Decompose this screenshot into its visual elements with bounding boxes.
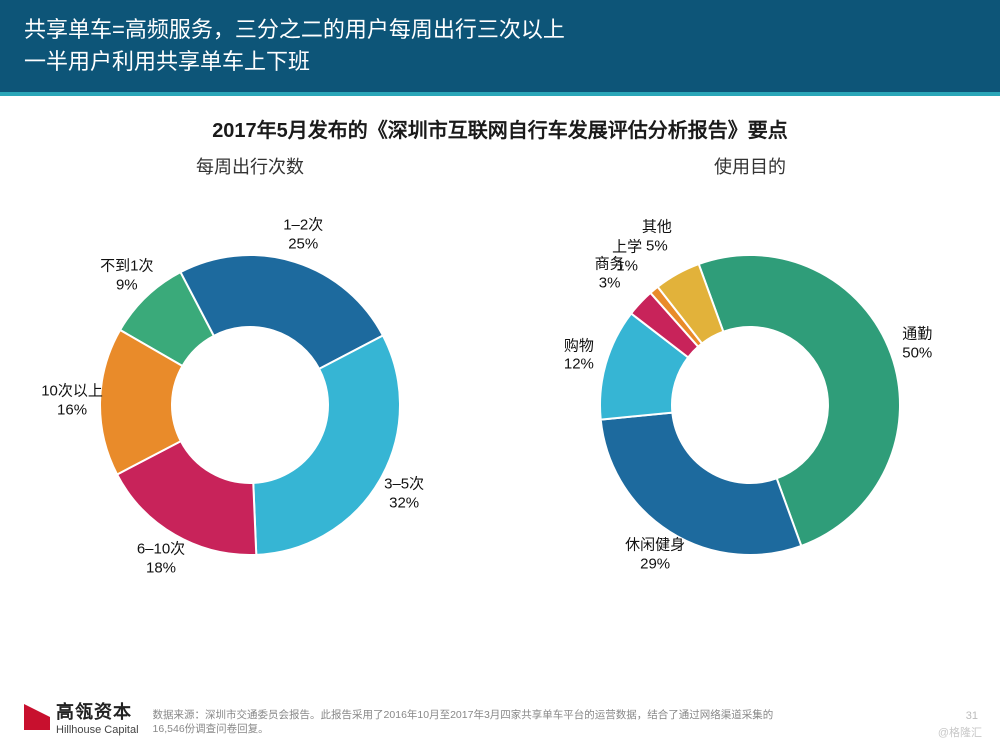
slice-label: 6–10次18% <box>137 540 185 578</box>
logo: 高瓴资本 Hillhouse Capital <box>24 698 139 736</box>
slide-footer: 高瓴资本 Hillhouse Capital 数据来源：深圳市交通委员会报告。此… <box>24 698 976 736</box>
charts-row: 每周出行次数 不到1次9% 1–2次25% 3–5次32% 6–10次18% 10次以上… <box>0 153 1000 605</box>
slice-label: 通勤50% <box>902 325 932 363</box>
slice-label: 10次以上16% <box>41 382 103 420</box>
chart-left-title: 每周出行次数 <box>196 153 304 179</box>
header-line-2: 一半用户利用共享单车上下班 <box>24 46 976 78</box>
slice-label: 休闲健身29% <box>625 537 685 575</box>
slice-label: 1–2次25% <box>283 216 323 254</box>
donut-chart-left: 不到1次9% 1–2次25% 3–5次32% 6–10次18% 10次以上16% <box>40 185 460 605</box>
slice-label: 上学1% <box>612 239 642 277</box>
chart-right-col: 使用目的 通勤50%休闲健身29%购物12%商务3%上学1%其他5% <box>515 153 985 605</box>
donut-slice <box>601 412 802 554</box>
chart-right-title: 使用目的 <box>714 153 786 179</box>
header-accent-bar <box>0 92 1000 96</box>
chart-left-col: 每周出行次数 不到1次9% 1–2次25% 3–5次32% 6–10次18% 10次以上… <box>15 153 485 605</box>
slice-label: 其他5% <box>642 218 672 256</box>
donut-chart-right: 通勤50%休闲健身29%购物12%商务3%上学1%其他5% <box>540 185 960 605</box>
logo-text-cn: 高瓴资本 <box>56 698 139 724</box>
page-number: 31 <box>966 710 978 722</box>
slice-label: 购物12% <box>564 337 594 375</box>
logo-mark-icon <box>24 704 50 730</box>
header-line-1: 共享单车=高频服务，三分之二的用户每周出行三次以上 <box>24 14 976 46</box>
logo-text-en: Hillhouse Capital <box>56 724 139 736</box>
watermark: @格隆汇 <box>938 724 982 740</box>
slide-header: 共享单车=高频服务，三分之二的用户每周出行三次以上 一半用户利用共享单车上下班 <box>0 0 1000 92</box>
slide-subtitle: 2017年5月发布的《深圳市互联网自行车发展评估分析报告》要点 <box>0 114 1000 143</box>
donut-slice <box>253 335 400 554</box>
data-source-note: 数据来源：深圳市交通委员会报告。此报告采用了2016年10月至2017年3月四家… <box>153 708 793 736</box>
slice-label: 3–5次32% <box>384 475 424 513</box>
slice-label: 不到1次9% <box>100 258 153 296</box>
